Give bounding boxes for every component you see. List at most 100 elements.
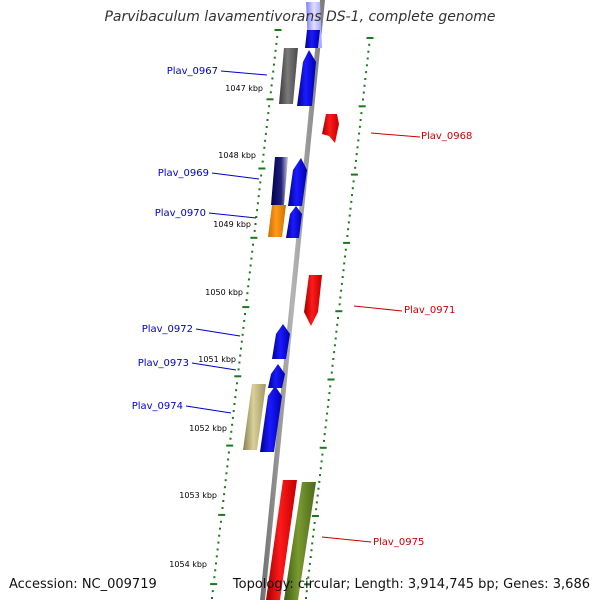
minor-tick (312, 535, 314, 538)
minor-tick (215, 555, 218, 558)
gene-label-plav-0974[interactable]: Plav_0974 (132, 401, 183, 412)
minor-tick (276, 35, 279, 38)
minor-tick (256, 202, 259, 205)
minor-tick (240, 340, 243, 343)
minor-tick (367, 50, 370, 53)
minor-tick (340, 289, 343, 292)
gene-label-plav-0969[interactable]: Plav_0969 (158, 168, 209, 179)
minor-tick (243, 319, 246, 322)
minor-tick (215, 562, 217, 565)
major-tick (266, 98, 274, 101)
minor-tick (341, 276, 344, 278)
minor-tick (331, 364, 334, 367)
minor-tick (254, 223, 257, 225)
minor-tick (248, 278, 250, 281)
kbp-label: 1048 kbp (218, 151, 256, 160)
minor-tick (339, 296, 342, 299)
minor-tick (275, 42, 278, 45)
gene-block-plav-0970 (268, 205, 286, 237)
minor-tick (229, 437, 232, 440)
major-tick (350, 173, 358, 176)
leader-line (208, 212, 257, 219)
minor-tick (227, 458, 230, 461)
minor-tick (223, 486, 226, 489)
minor-tick (362, 91, 365, 94)
major-tick (242, 306, 250, 309)
minor-tick (309, 556, 312, 558)
minor-tick (217, 541, 220, 544)
major-tick (335, 310, 343, 313)
minor-tick (272, 70, 275, 73)
minor-tick (264, 139, 267, 142)
minor-tick (231, 416, 234, 419)
minor-tick (347, 221, 350, 224)
minor-tick (305, 590, 308, 593)
minor-tick (350, 200, 353, 203)
gene-features (243, 2, 339, 600)
minor-tick (258, 188, 261, 191)
kbp-label: 1053 kbp (179, 491, 217, 500)
minor-tick (268, 105, 271, 108)
gene-block-plav-0969 (271, 157, 288, 205)
minor-tick (327, 399, 330, 401)
major-tick (234, 375, 242, 378)
leader-line (321, 536, 372, 543)
minor-tick (253, 229, 256, 232)
minor-tick (267, 112, 270, 115)
minor-tick (320, 460, 323, 463)
minor-tick (357, 139, 360, 142)
leader-line (195, 328, 241, 337)
minor-tick (323, 439, 325, 442)
gene-block-plav-0975-olive (284, 482, 316, 600)
gene-label-plav-0975[interactable]: Plav_0975 (373, 537, 424, 548)
minor-tick (247, 285, 250, 288)
minor-tick (358, 125, 361, 128)
minor-tick (356, 146, 359, 149)
kbp-label: 1051 kbp (198, 355, 236, 364)
leader-line (211, 172, 260, 180)
minor-tick (261, 160, 264, 163)
minor-tick (255, 216, 258, 218)
gene-label-plav-0972[interactable]: Plav_0972 (142, 324, 193, 335)
minor-tick (347, 228, 350, 231)
gene-label-plav-0968[interactable]: Plav_0968 (421, 131, 472, 142)
gene-label-plav-0967[interactable]: Plav_0967 (167, 66, 218, 77)
minor-tick (211, 597, 213, 599)
minor-tick (319, 467, 322, 470)
gene-label-leaders (185, 70, 421, 543)
minor-tick (338, 303, 341, 306)
minor-tick (216, 548, 219, 551)
minor-tick (256, 209, 259, 212)
minor-tick (351, 194, 353, 197)
minor-tick (324, 426, 327, 429)
minor-tick (230, 430, 233, 433)
minor-tick (315, 508, 318, 511)
kbp-label: 1052 kbp (189, 424, 227, 433)
minor-tick (245, 299, 248, 302)
minor-tick (325, 419, 328, 422)
gene-label-plav-0971[interactable]: Plav_0971 (404, 305, 455, 316)
minor-tick (326, 412, 329, 415)
minor-tick (336, 323, 339, 326)
accession-text: Accession: NC_009719 (9, 577, 157, 592)
minor-tick (273, 63, 275, 66)
genome-title: Parvibaculum lavamentivorans DS-1, compl… (104, 9, 496, 25)
minor-tick (239, 354, 242, 357)
minor-tick (321, 453, 324, 456)
minor-tick (240, 347, 242, 350)
gene-arrow-plav-0968 (322, 114, 339, 143)
minor-tick (236, 382, 238, 385)
minor-tick (326, 405, 329, 408)
gene-arrow-plav-0969 (288, 158, 307, 206)
minor-tick (246, 292, 249, 295)
minor-tick (237, 368, 240, 371)
gene-label-plav-0973[interactable]: Plav_0973 (138, 358, 189, 369)
minor-tick (328, 392, 331, 395)
minor-tick (349, 207, 352, 210)
minor-tick (359, 119, 362, 121)
gene-arrow-plav-0971 (304, 275, 322, 326)
minor-tick (252, 243, 254, 246)
gene-label-plav-0970[interactable]: Plav_0970 (155, 208, 206, 219)
minor-tick (214, 569, 217, 572)
minor-tick (330, 371, 333, 374)
